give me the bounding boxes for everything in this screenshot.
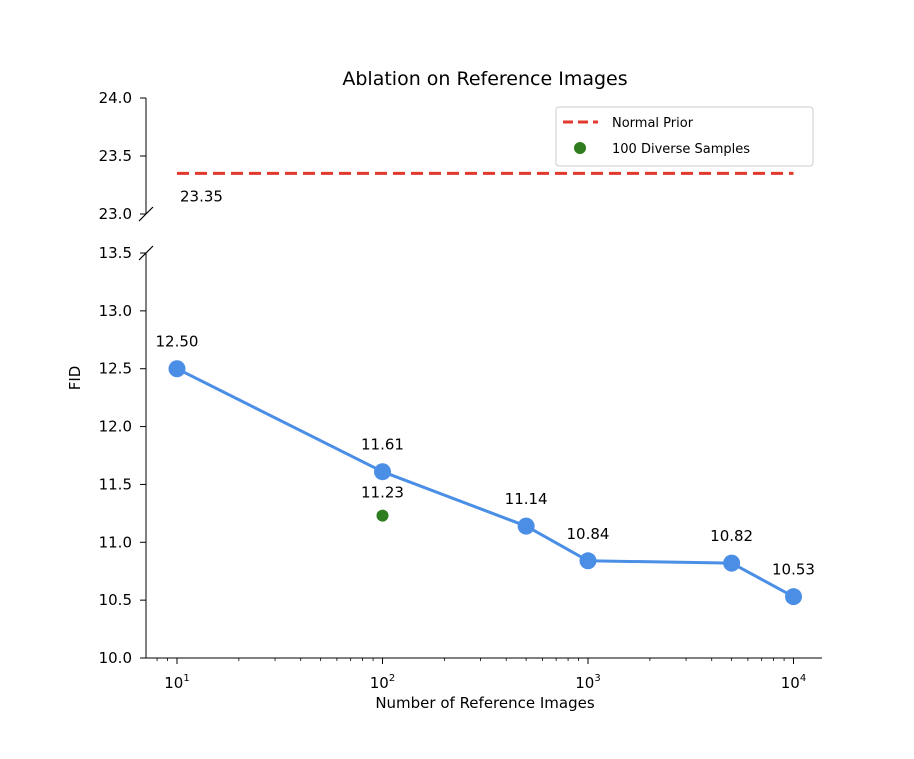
data-point-label: 10.84 (567, 525, 610, 543)
data-point-label: 10.53 (772, 561, 815, 579)
diverse-samples-label: 11.23 (361, 484, 404, 502)
y-tick-label: 23.5 (99, 147, 132, 165)
upper-y-axis: 23.0 23.5 24.0 (99, 89, 146, 223)
y-axis-title: FID (66, 366, 84, 391)
legend-diverse-samples-label: 100 Diverse Samples (612, 142, 750, 157)
y-tick-label: 10.0 (99, 649, 132, 667)
data-point-label: 10.82 (710, 527, 753, 545)
series-line (176, 367, 795, 598)
x-tick-label: 104 (781, 673, 806, 692)
normal-prior-value-label: 23.35 (180, 187, 223, 205)
data-point (517, 517, 535, 535)
x-axis: 101 102 103 104 (156, 658, 806, 692)
data-point-label: 11.61 (361, 436, 404, 454)
diverse-samples-point (376, 509, 389, 522)
x-tick-label: 101 (164, 673, 189, 692)
axis-break-mark-upper (138, 206, 154, 222)
y-tick-label: 10.5 (99, 591, 132, 609)
y-tick-label: 12.0 (99, 418, 132, 436)
legend-diverse-samples-swatch (574, 142, 586, 154)
series-layer (168, 360, 802, 606)
reference-layer: 23.35 (177, 171, 794, 205)
data-point (785, 588, 802, 606)
x-tick-label: 103 (575, 673, 600, 692)
y-tick-label: 13.5 (99, 244, 132, 262)
data-point (168, 360, 186, 378)
data-point (579, 552, 597, 570)
y-tick-label: 11.0 (99, 533, 132, 551)
x-tick-label: 102 (370, 673, 395, 692)
y-tick-label: 12.5 (99, 360, 132, 378)
data-point (723, 554, 741, 572)
axis-break-mark-lower (138, 245, 154, 261)
y-tick-label: 13.0 (99, 302, 132, 320)
legend-frame (555, 106, 814, 167)
labels-layer: 12.50 11.61 11.14 10.84 10.82 10.53 11.23 (156, 333, 815, 579)
data-point-label: 12.50 (156, 333, 199, 351)
data-point (374, 463, 391, 481)
x-axis-title: Number of Reference Images (375, 694, 595, 712)
legend-normal-prior-label: Normal Prior (612, 116, 694, 131)
y-tick-label: 11.5 (99, 475, 132, 493)
data-point-label: 11.14 (505, 490, 548, 508)
chart-title: Ablation on Reference Images (342, 68, 627, 90)
y-tick-label: 24.0 (99, 89, 132, 107)
y-tick-label: 23.0 (99, 205, 132, 223)
lower-y-axis: 10.0 10.5 11.0 11.5 12.0 12.5 13.0 13.5 (99, 244, 146, 667)
legend: Normal Prior 100 Diverse Samples (555, 106, 814, 167)
